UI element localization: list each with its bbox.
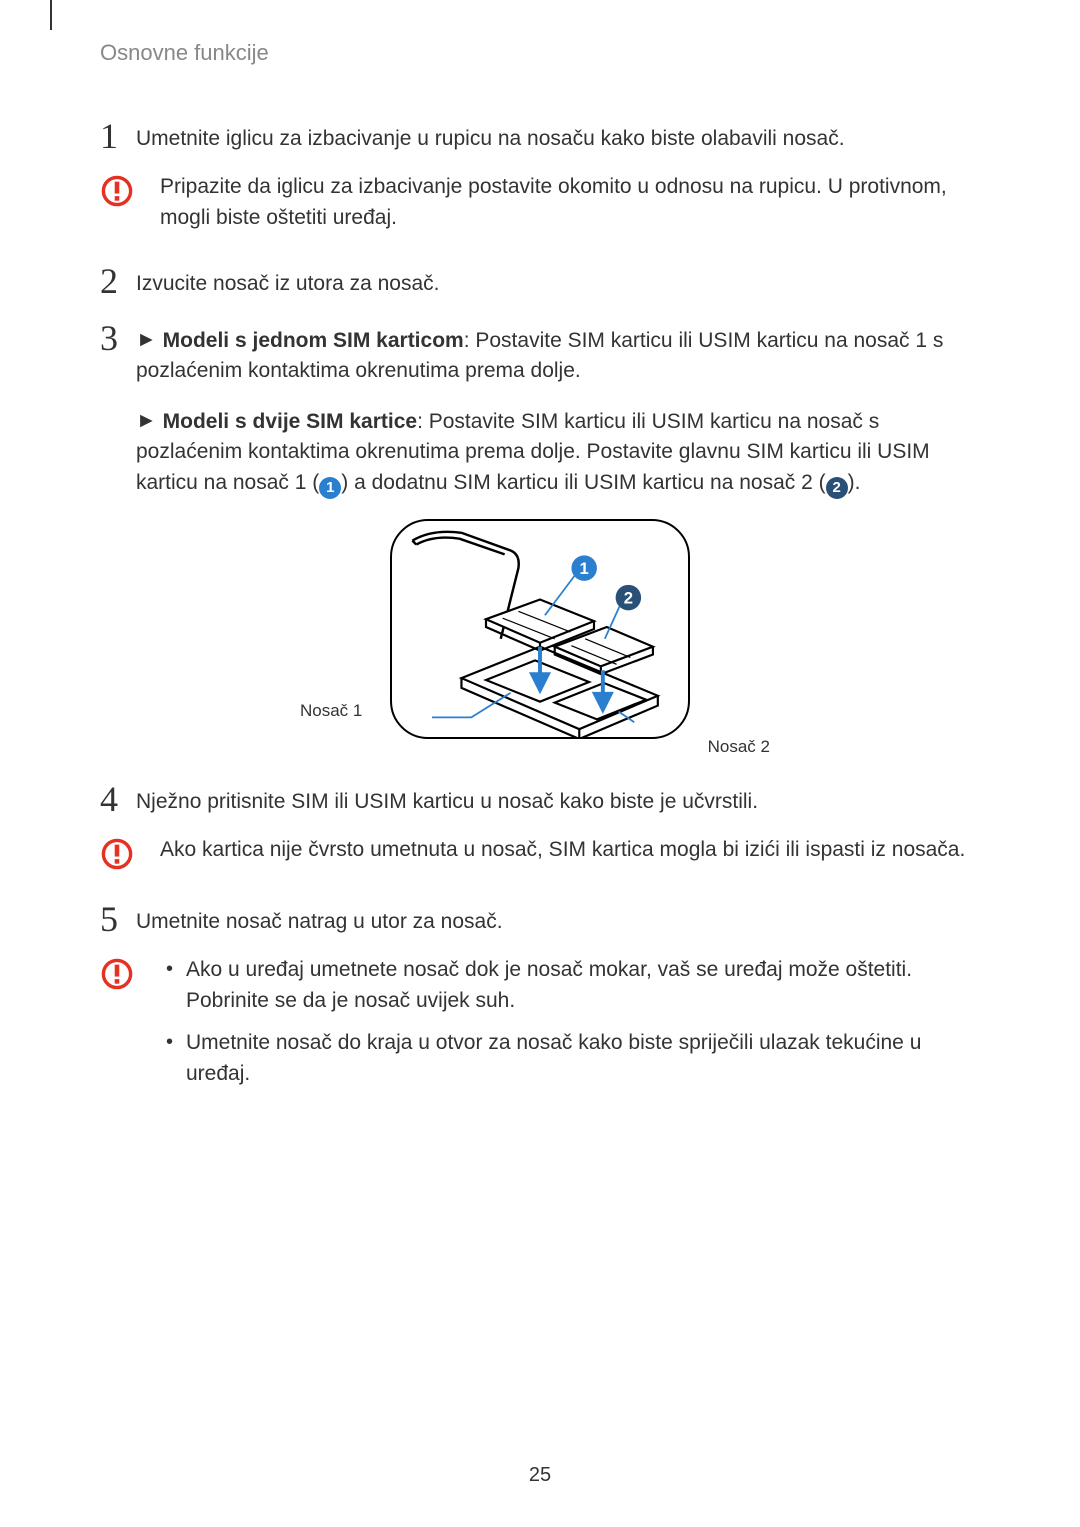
- manual-page: Osnovne funkcije 1 Umetnite iglicu za iz…: [0, 0, 1080, 1527]
- sim-tray-diagram: 1 2 Nosač 1 Nosač 2: [100, 519, 980, 739]
- marker-1-icon: 1: [319, 477, 341, 499]
- step-text: Izvucite nosač iz utora za nosač.: [136, 261, 980, 299]
- step-number: 5: [100, 899, 136, 937]
- step-number: 3: [100, 318, 136, 356]
- step-text: Umetnite iglicu za izbacivanje u rupicu …: [136, 116, 980, 154]
- diagram-label-tray2: Nosač 2: [708, 737, 770, 757]
- step-1: 1 Umetnite iglicu za izbacivanje u rupic…: [100, 116, 980, 154]
- step-number: 2: [100, 261, 136, 299]
- page-header: Osnovne funkcije: [100, 40, 980, 66]
- caution-block-2: Ako kartica nije čvrsto umetnuta u nosač…: [100, 835, 980, 871]
- diagram-wrapper: 1 2 Nosač 1 Nosač 2: [360, 519, 720, 739]
- step3-p2b: ) a dodatnu SIM karticu ili USIM karticu…: [341, 471, 825, 494]
- top-corner-mark: [50, 0, 52, 30]
- caution-icon: [100, 957, 134, 991]
- step3-p2c: ).: [848, 471, 861, 494]
- step-text: Umetnite nosač natrag u utor za nosač.: [136, 899, 980, 937]
- svg-text:2: 2: [624, 588, 633, 607]
- page-number: 25: [0, 1464, 1080, 1487]
- step-text: ► Modeli s jednom SIM karticom: Postavit…: [136, 318, 980, 499]
- step-4: 4 Nježno pritisnite SIM ili USIM karticu…: [100, 779, 980, 817]
- svg-text:1: 1: [580, 559, 589, 578]
- step-2: 2 Izvucite nosač iz utora za nosač.: [100, 261, 980, 299]
- triangle-bullet-icon: ►: [136, 406, 157, 436]
- diagram-box: 1 2: [390, 519, 690, 739]
- step-3: 3 ► Modeli s jednom SIM karticom: Postav…: [100, 318, 980, 499]
- caution-icon: [100, 837, 134, 871]
- bullet-item: Umetnite nosač do kraja u otvor za nosač…: [160, 1028, 980, 1089]
- step-5: 5 Umetnite nosač natrag u utor za nosač.: [100, 899, 980, 937]
- triangle-bullet-icon: ►: [136, 325, 157, 355]
- step-number: 4: [100, 779, 136, 817]
- step-text: Nježno pritisnite SIM ili USIM karticu u…: [136, 779, 980, 817]
- caution-text: Ako kartica nije čvrsto umetnuta u nosač…: [160, 835, 980, 865]
- caution-icon: [100, 174, 134, 208]
- caution-block-3: Ako u uređaj umetnete nosač dok je nosač…: [100, 955, 980, 1101]
- bold-label: Modeli s dvije SIM kartice: [163, 410, 417, 433]
- step-number: 1: [100, 116, 136, 154]
- caution-text-list: Ako u uređaj umetnete nosač dok je nosač…: [160, 955, 980, 1101]
- caution-text: Pripazite da iglicu za izbacivanje posta…: [160, 172, 980, 233]
- caution-bullet-list: Ako u uređaj umetnete nosač dok je nosač…: [160, 955, 980, 1089]
- bullet-item: Ako u uređaj umetnete nosač dok je nosač…: [160, 955, 980, 1016]
- caution-block-1: Pripazite da iglicu za izbacivanje posta…: [100, 172, 980, 233]
- marker-2-icon: 2: [826, 477, 848, 499]
- diagram-label-tray1: Nosač 1: [300, 701, 362, 721]
- bold-label: Modeli s jednom SIM karticom: [163, 329, 464, 352]
